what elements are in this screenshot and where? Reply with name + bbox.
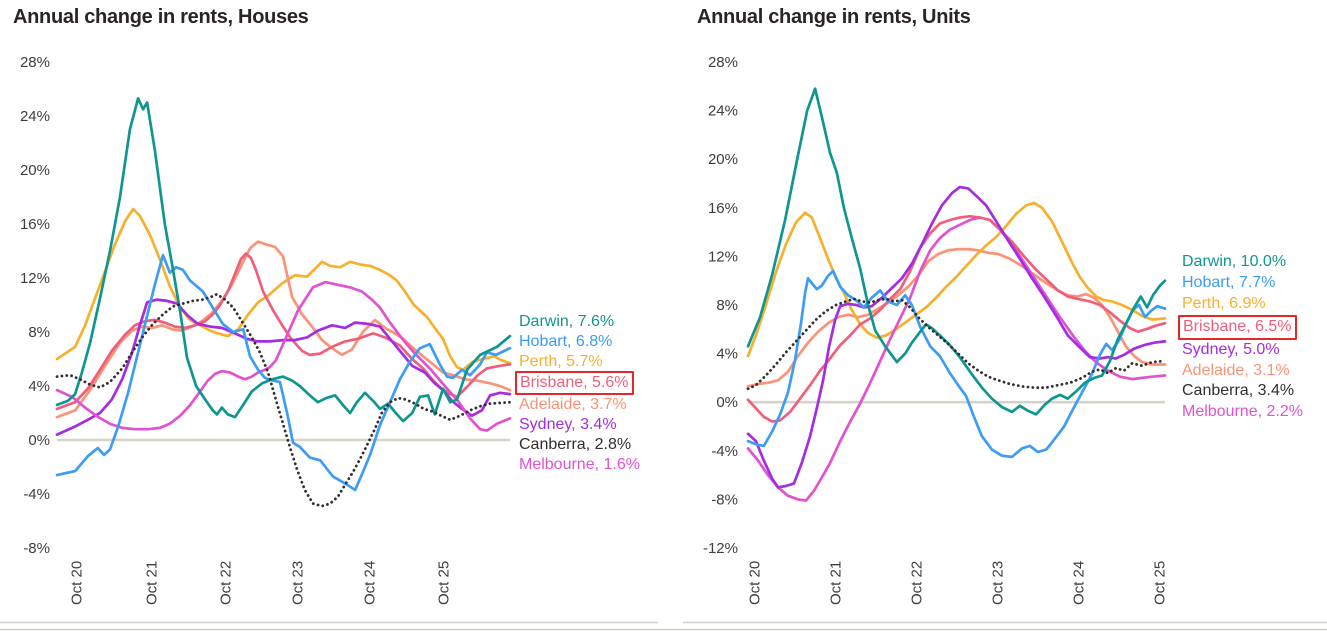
legend-item-adelaide: Adelaide, 3.1% bbox=[1182, 361, 1303, 382]
x-tick-label: Oct 23 bbox=[990, 561, 1007, 605]
legend-label: Hobart, 6.8% bbox=[519, 332, 613, 350]
x-tick-label: Oct 22 bbox=[908, 561, 925, 605]
y-tick-label: -8% bbox=[711, 491, 738, 508]
legend-item-canberra: Canberra, 2.8% bbox=[519, 435, 640, 455]
x-tick-label: Oct 20 bbox=[68, 561, 85, 605]
y-tick-label: 16% bbox=[708, 200, 738, 217]
legend-label: Brisbane, 6.5% bbox=[1178, 314, 1297, 340]
y-tick-label: -12% bbox=[703, 540, 738, 557]
y-tick-label: 4% bbox=[716, 346, 738, 363]
legend-label: Darwin, 7.6% bbox=[519, 313, 615, 330]
legend-item-canberra: Canberra, 3.4% bbox=[1182, 381, 1303, 402]
series-line-perth bbox=[746, 201, 1167, 358]
legend-label: Perth, 6.9% bbox=[1182, 294, 1266, 312]
legend-label: Hobart, 7.7% bbox=[1182, 273, 1276, 291]
legend-item-adelaide: Adelaide, 3.7% bbox=[519, 395, 640, 415]
x-tick-label: Oct 21 bbox=[144, 561, 161, 605]
legend-item-perth: Perth, 5.7% bbox=[519, 352, 640, 372]
y-tick-label: 12% bbox=[20, 270, 50, 287]
legend-label: Melbourne, 2.2% bbox=[1182, 403, 1303, 421]
series-line-melbourne bbox=[55, 280, 512, 432]
legend-units: Darwin, 10.0% Hobart, 7.7% Perth, 6.9% Bris… bbox=[1178, 252, 1303, 423]
y-tick-label: 28% bbox=[20, 54, 50, 71]
legend-label: Brisbane, 5.6% bbox=[515, 371, 634, 396]
legend-item-hobart: Hobart, 7.7% bbox=[1182, 273, 1303, 294]
series-line-canberra bbox=[746, 297, 1167, 391]
series-line-darwin bbox=[746, 87, 1167, 416]
y-tick-label: 0% bbox=[716, 394, 738, 411]
legend-item-melbourne: Melbourne, 2.2% bbox=[1182, 402, 1303, 423]
y-tick-label: 24% bbox=[20, 108, 50, 125]
y-tick-label: -4% bbox=[711, 443, 738, 460]
legend-label: Sydney, 5.0% bbox=[1182, 340, 1280, 358]
x-tick-label: Oct 25 bbox=[1151, 561, 1168, 605]
y-tick-label: -8% bbox=[23, 540, 50, 557]
legend-item-perth: Perth, 6.9% bbox=[1182, 294, 1303, 315]
legend-label: Canberra, 3.4% bbox=[1182, 382, 1295, 400]
legend-label: Adelaide, 3.7% bbox=[519, 396, 627, 414]
series-line-brisbane bbox=[746, 214, 1167, 423]
legend-label: Adelaide, 3.1% bbox=[1182, 361, 1290, 379]
y-tick-label: 20% bbox=[708, 151, 738, 168]
x-tick-label: Oct 23 bbox=[289, 561, 306, 605]
x-tick-label: Oct 24 bbox=[362, 561, 379, 605]
series-line-darwin bbox=[55, 97, 512, 423]
legend-label: Perth, 5.7% bbox=[519, 352, 603, 370]
series-line-hobart bbox=[55, 253, 512, 492]
series-line-canberra bbox=[55, 292, 512, 508]
legend-label: Canberra, 2.8% bbox=[519, 435, 632, 453]
x-tick-label: Oct 24 bbox=[1071, 561, 1088, 605]
legend-item-brisbane: Brisbane, 5.6% bbox=[515, 371, 640, 396]
x-tick-label: Oct 20 bbox=[747, 561, 764, 605]
series-line-adelaide bbox=[55, 240, 512, 419]
y-tick-label: 16% bbox=[20, 216, 50, 233]
y-tick-label: -4% bbox=[23, 486, 50, 503]
legend-item-darwin: Darwin, 10.0% bbox=[1182, 252, 1303, 273]
legend-label: Darwin, 10.0% bbox=[1182, 253, 1287, 270]
legend-item-sydney: Sydney, 3.4% bbox=[519, 415, 640, 435]
y-tick-label: 12% bbox=[708, 248, 738, 265]
y-tick-label: 20% bbox=[20, 162, 50, 179]
legend-houses: Darwin, 7.6% Hobart, 6.8% Perth, 5.7% Brisb… bbox=[515, 312, 640, 475]
x-tick-label: Oct 22 bbox=[217, 561, 234, 605]
x-tick-label: Oct 25 bbox=[435, 561, 452, 605]
y-tick-label: 24% bbox=[708, 103, 738, 120]
legend-item-brisbane: Brisbane, 6.5% bbox=[1178, 314, 1303, 340]
series-line-hobart bbox=[746, 269, 1167, 459]
legend-item-sydney: Sydney, 5.0% bbox=[1182, 340, 1303, 361]
legend-item-hobart: Hobart, 6.8% bbox=[519, 332, 640, 352]
legend-item-melbourne: Melbourne, 1.6% bbox=[519, 455, 640, 475]
chart-title-houses: Annual change in rents, Houses bbox=[13, 6, 309, 28]
y-tick-label: 4% bbox=[28, 378, 50, 395]
series-line-brisbane bbox=[55, 252, 512, 411]
y-tick-label: 28% bbox=[708, 54, 738, 71]
y-tick-label: 0% bbox=[28, 432, 50, 449]
legend-label: Sydney, 3.4% bbox=[519, 415, 617, 433]
y-tick-label: 8% bbox=[716, 297, 738, 314]
legend-item-darwin: Darwin, 7.6% bbox=[519, 312, 640, 332]
chart-title-units: Annual change in rents, Units bbox=[697, 6, 971, 28]
x-tick-label: Oct 21 bbox=[827, 561, 844, 605]
series-line-sydney bbox=[746, 185, 1167, 489]
series-line-perth bbox=[55, 207, 512, 372]
y-tick-label: 8% bbox=[28, 324, 50, 341]
legend-label: Melbourne, 1.6% bbox=[519, 455, 640, 473]
